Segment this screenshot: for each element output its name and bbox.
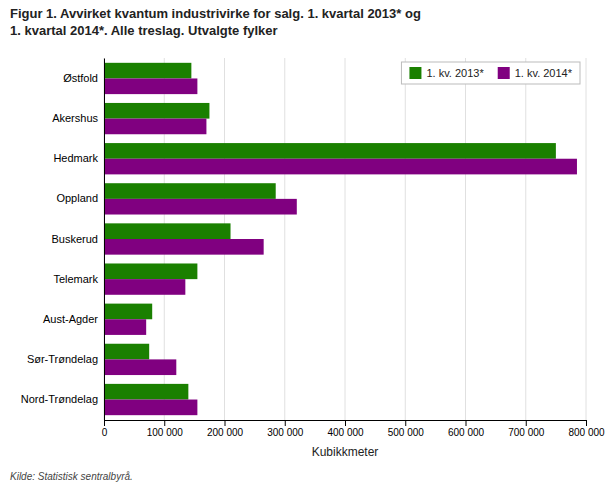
tick-label: Telemark [53,273,98,285]
title: Figur 1. Avvirket kvantum industrivirke … [10,6,421,38]
x-tick: 800 000 [568,420,605,438]
x-axis-label: Kubikkmeter [312,445,379,459]
y-tick: Telemark [53,273,104,285]
series [104,63,556,400]
grid-line [586,58,587,420]
bar [104,359,176,375]
grid-line [284,58,285,420]
y-tick: Østfold [63,72,104,84]
bar [104,78,197,94]
bar [104,143,556,159]
x-tick: 0 [102,420,108,438]
bar [104,159,577,175]
series [104,78,577,415]
tick-label: 300 000 [267,427,304,438]
tick-mark [526,420,527,426]
tick-label: Nord-Trøndelag [21,393,98,405]
legend-item: 1. kv. 2013* [409,67,484,79]
y-tick: Hedmark [53,152,104,164]
tick-mark [285,420,286,426]
legend-box [401,62,580,84]
x-tick: 600 000 [448,420,485,438]
legend-label: 1. kv. 2013* [426,67,484,79]
legend: 1. kv. 2013* 1. kv. 2014* [401,62,580,84]
tick-label: 0 [102,427,108,438]
legend-swatch [409,67,421,79]
y-tick: Buskerud [52,233,104,245]
tick-label: Sør-Trøndelag [27,353,98,365]
grid [104,58,586,420]
bars [104,63,577,415]
bar [104,199,297,215]
tick-label: 500 000 [388,427,425,438]
y-tick: Nord-Trøndelag [21,393,104,405]
tick-label: Buskerud [52,233,98,245]
x-tick: 300 000 [267,420,304,438]
y-tick: Sør-Trøndelag [27,353,104,365]
legend-swatch [498,67,510,79]
bar [104,400,197,416]
grid-line [525,58,526,420]
bar [104,279,185,295]
tick-mark [164,420,165,426]
tick-mark [104,420,105,426]
x-axis: 0 100 000 200 000 300 000 400 000 500 000 600 … [102,420,605,438]
bar [104,119,206,135]
tick-mark [586,420,587,426]
bar [104,223,231,239]
tick-label: 100 000 [147,427,184,438]
tick-mark [345,420,346,426]
bar [104,239,264,255]
tick-label: 600 000 [448,427,485,438]
title-line: 1. kvartal 2014*. Alle treslag. Utvalgte… [10,23,278,38]
tick-label: Akershus [52,112,98,124]
x-tick: 700 000 [508,420,545,438]
tick-label: 400 000 [327,427,364,438]
axis-line [105,421,587,427]
x-tick: 200 000 [207,420,244,438]
bar [104,304,152,320]
tick-label: Aust-Agder [43,313,98,325]
tick-mark [225,420,226,426]
plot: 0 100 000 200 000 300 000 400 000 500 000 600 … [21,58,605,459]
y-tick: Aust-Agder [43,313,104,325]
bar [104,319,146,335]
grid-line [104,58,105,420]
x-tick: 400 000 [327,420,364,438]
bar [104,344,149,360]
tick-mark [466,420,467,426]
bar [104,384,188,400]
tick-mark [405,420,406,426]
grid-line [465,58,466,420]
tick-label: 200 000 [207,427,244,438]
bar [104,263,197,279]
footnote: Kilde: Statistisk sentralbyrå. [10,471,133,482]
y-tick: Akershus [52,112,104,124]
bar [104,103,209,119]
tick-label: 800 000 [568,427,605,438]
grid-line [405,58,406,420]
x-tick: 100 000 [147,420,184,438]
tick-label: Østfold [63,72,98,84]
tick-label: Hedmark [53,152,98,164]
legend-label: 1. kv. 2014* [515,67,573,79]
chart-svg: Figur 1. Avvirket kvantum industrivirke … [0,0,610,488]
bar [104,183,276,199]
legend-item: 1. kv. 2014* [498,67,573,79]
tick-label: 700 000 [508,427,545,438]
tick-label: Oppland [56,192,98,204]
title-line: Figur 1. Avvirket kvantum industrivirke … [10,6,421,21]
grid-line [345,58,346,420]
x-tick: 500 000 [388,420,425,438]
y-tick: Oppland [56,192,104,204]
bar [104,63,191,79]
y-axis: Østfold Akershus Hedmark Oppland Buskerud Tel… [21,59,105,421]
axis-line [104,59,105,421]
